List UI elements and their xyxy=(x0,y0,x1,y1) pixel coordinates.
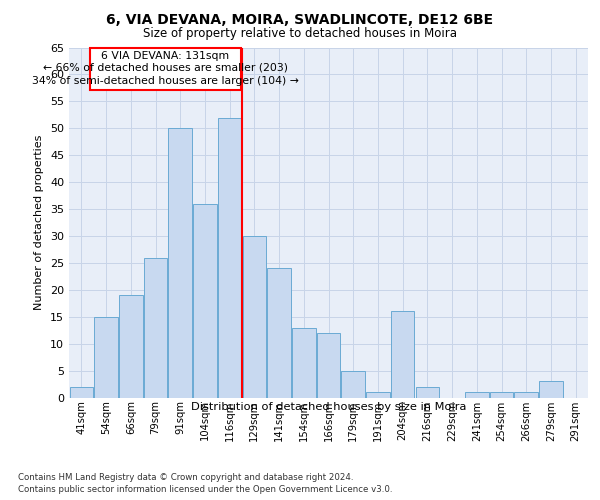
Bar xyxy=(169,128,192,398)
Bar xyxy=(144,258,167,398)
Text: Contains public sector information licensed under the Open Government Licence v3: Contains public sector information licen… xyxy=(18,485,392,494)
Text: 34% of semi-detached houses are larger (104) →: 34% of semi-detached houses are larger (… xyxy=(32,76,299,86)
Bar xyxy=(539,382,563,398)
Text: 6, VIA DEVANA, MOIRA, SWADLINCOTE, DE12 6BE: 6, VIA DEVANA, MOIRA, SWADLINCOTE, DE12 … xyxy=(106,12,494,26)
Text: Size of property relative to detached houses in Moira: Size of property relative to detached ho… xyxy=(143,28,457,40)
Bar xyxy=(341,370,365,398)
Bar xyxy=(391,312,415,398)
Bar xyxy=(317,333,340,398)
Bar xyxy=(94,316,118,398)
FancyBboxPatch shape xyxy=(90,48,241,90)
Bar xyxy=(242,236,266,398)
Text: ← 66% of detached houses are smaller (203): ← 66% of detached houses are smaller (20… xyxy=(43,63,288,73)
Bar xyxy=(119,295,143,398)
Y-axis label: Number of detached properties: Number of detached properties xyxy=(34,135,44,310)
Bar xyxy=(70,386,93,398)
Text: 6 VIA DEVANA: 131sqm: 6 VIA DEVANA: 131sqm xyxy=(101,50,229,60)
Bar xyxy=(490,392,513,398)
Bar xyxy=(292,328,316,398)
Bar xyxy=(514,392,538,398)
Bar xyxy=(465,392,488,398)
Bar xyxy=(416,386,439,398)
Bar xyxy=(268,268,291,398)
Bar xyxy=(218,118,241,398)
Bar xyxy=(366,392,389,398)
Text: Contains HM Land Registry data © Crown copyright and database right 2024.: Contains HM Land Registry data © Crown c… xyxy=(18,472,353,482)
Bar xyxy=(193,204,217,398)
Text: Distribution of detached houses by size in Moira: Distribution of detached houses by size … xyxy=(191,402,466,412)
